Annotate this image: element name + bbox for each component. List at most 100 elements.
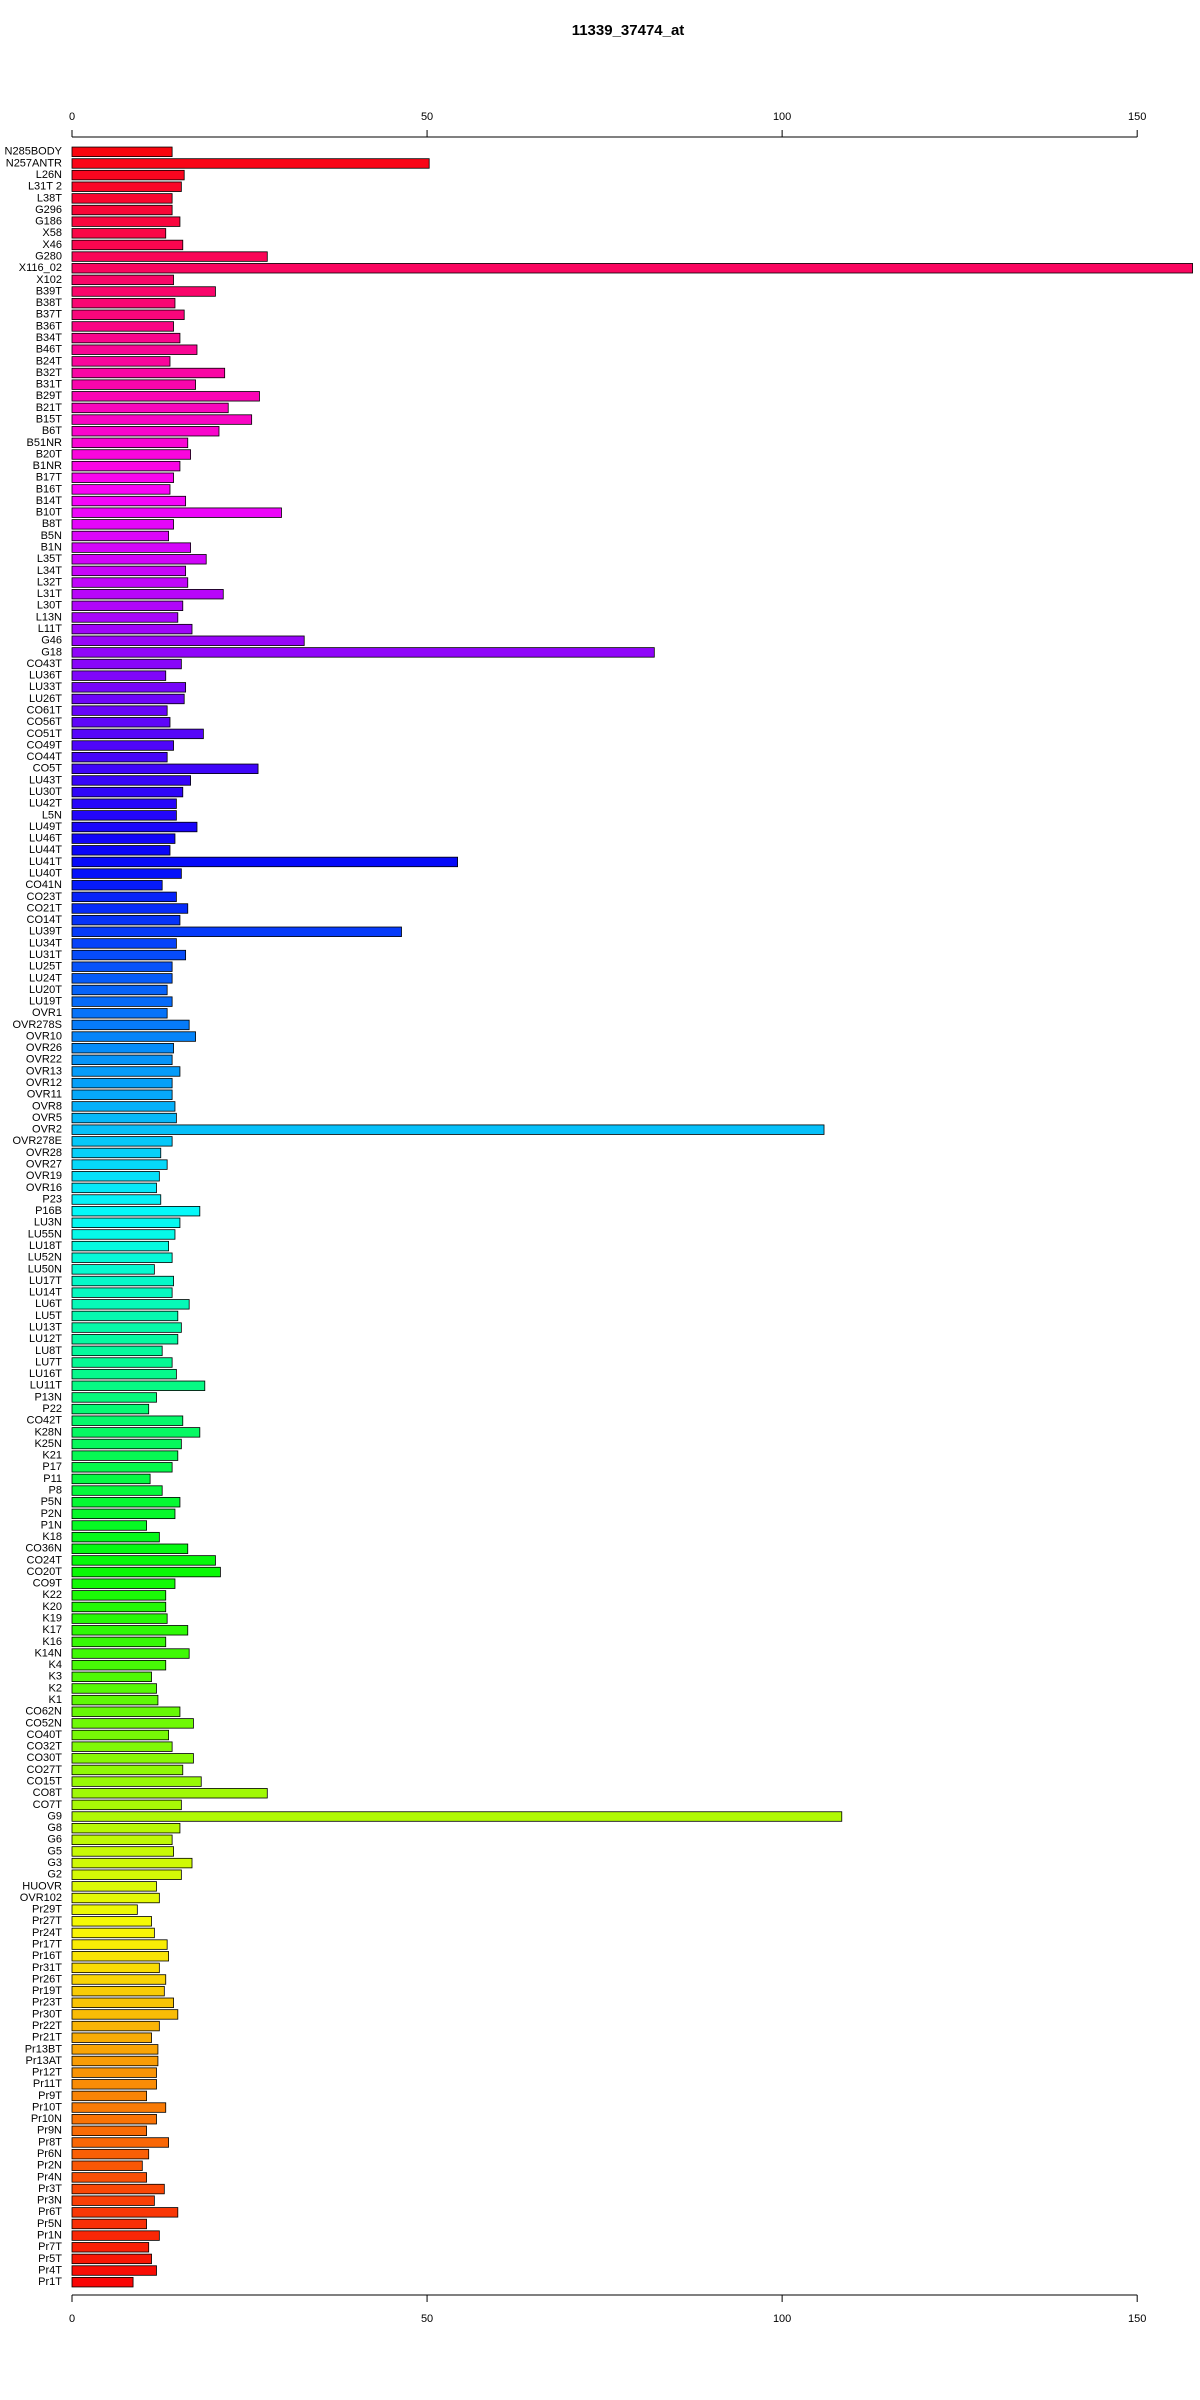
x-tick-label: 0 [69, 2313, 75, 2325]
y-tick-label: B14T [36, 495, 63, 507]
y-tick-label: X46 [42, 239, 62, 251]
bar [71, 717, 171, 728]
bar [71, 565, 187, 577]
bar [71, 1089, 173, 1100]
y-tick-label: B17T [36, 472, 63, 484]
y-tick-label: B16T [36, 483, 63, 495]
y-tick-label: CO14T [27, 914, 63, 926]
bar [71, 1392, 157, 1403]
bar [71, 1951, 169, 1962]
bar [71, 1054, 173, 1066]
bar [71, 1788, 268, 1799]
y-tick-label: B38T [36, 297, 63, 309]
y-tick-label: P17 [42, 1461, 62, 1473]
y-tick-label: CO41N [25, 879, 62, 891]
bar [71, 2044, 159, 2055]
bar [71, 2218, 147, 2230]
y-tick-label: G3 [47, 1857, 62, 1869]
y-tick-label: LU3N [34, 1217, 62, 1229]
y-tick-label: X102 [36, 274, 62, 286]
bar [71, 2009, 179, 2020]
y-tick-label: LU5T [35, 1310, 62, 1322]
y-tick-label: Pr6T [38, 2206, 62, 2218]
y-tick-label: Pr1N [37, 2230, 62, 2242]
bar [71, 2102, 167, 2113]
y-tick-label: B24T [36, 355, 63, 367]
y-tick-label: LU20T [29, 984, 62, 996]
bar [71, 1229, 176, 1240]
y-tick-label: LU13T [29, 1321, 62, 1333]
y-tick-label: OVR16 [26, 1182, 62, 1194]
bar [71, 437, 189, 449]
y-tick-label: P22 [42, 1403, 62, 1415]
y-tick-label: Pr12T [32, 2067, 62, 2079]
x-tick-label: 150 [1128, 111, 1146, 123]
bar [71, 1252, 173, 1263]
bar [71, 1264, 155, 1275]
y-tick-label: B21T [36, 402, 63, 414]
bar [71, 693, 185, 705]
bar [71, 868, 182, 879]
bar [71, 519, 174, 530]
y-tick-label: L30T [37, 600, 62, 612]
bar [71, 484, 171, 495]
bar [71, 2137, 169, 2148]
bar [71, 2114, 157, 2125]
bar [71, 984, 168, 996]
bar [71, 1124, 825, 1135]
y-tick-label: K28N [34, 1426, 62, 1438]
y-tick-label: B29T [36, 390, 63, 402]
y-tick-label: Pr24T [32, 1927, 62, 1939]
bar [71, 891, 177, 903]
y-tick-label: LU41T [29, 856, 62, 868]
bar [71, 1357, 173, 1368]
bar [71, 1531, 160, 1543]
y-tick-label: B39T [36, 285, 63, 297]
y-tick-label: CO40T [27, 1729, 63, 1741]
y-tick-label: CO5T [33, 763, 63, 775]
y-tick-label: LU25T [29, 961, 62, 973]
bar [71, 216, 181, 227]
bar [71, 1590, 167, 1601]
y-tick-label: P23 [42, 1193, 62, 1205]
bar [71, 1613, 168, 1624]
y-tick-label: Pr23T [32, 1997, 62, 2009]
y-tick-label: OVR2 [32, 1124, 62, 1136]
bar [71, 1066, 181, 1077]
bar [71, 786, 184, 798]
bar [71, 297, 176, 309]
bar [71, 286, 216, 297]
y-tick-label: LU55N [28, 1228, 62, 1240]
y-tick-label: P8 [49, 1484, 62, 1496]
bar [71, 2148, 150, 2160]
bar [71, 1438, 182, 1450]
y-tick-label: OVR12 [26, 1077, 62, 1089]
y-tick-label: Pr21T [32, 2032, 62, 2044]
bar [71, 1869, 182, 1880]
y-tick-label: N257ANTR [6, 157, 62, 169]
y-tick-label: B51NR [27, 437, 63, 449]
bar [71, 670, 167, 681]
bar [71, 263, 1193, 274]
y-tick-label: LU42T [29, 798, 62, 810]
bar [71, 1031, 196, 1042]
y-tick-label: K1 [49, 1694, 62, 1706]
bar [71, 798, 177, 809]
bar [71, 1753, 194, 1764]
y-tick-label: B34T [36, 332, 63, 344]
bar [71, 1718, 194, 1729]
bar [71, 1240, 169, 1252]
bar [71, 2160, 143, 2171]
y-tick-label: LU52N [28, 1252, 62, 1264]
y-tick-label: K4 [49, 1659, 62, 1671]
y-tick-label: OVR1 [32, 1007, 62, 1019]
bar [71, 1811, 843, 1822]
y-tick-label: B8T [42, 518, 62, 530]
y-tick-label: Pr11T [33, 2078, 62, 2090]
y-tick-label: LU49T [29, 821, 62, 833]
bar [71, 507, 282, 518]
y-tick-label: Pr26T [32, 1973, 62, 1985]
bar [71, 2172, 147, 2183]
y-tick-label: CO44T [27, 751, 63, 763]
y-tick-label: LU31T [29, 949, 62, 961]
